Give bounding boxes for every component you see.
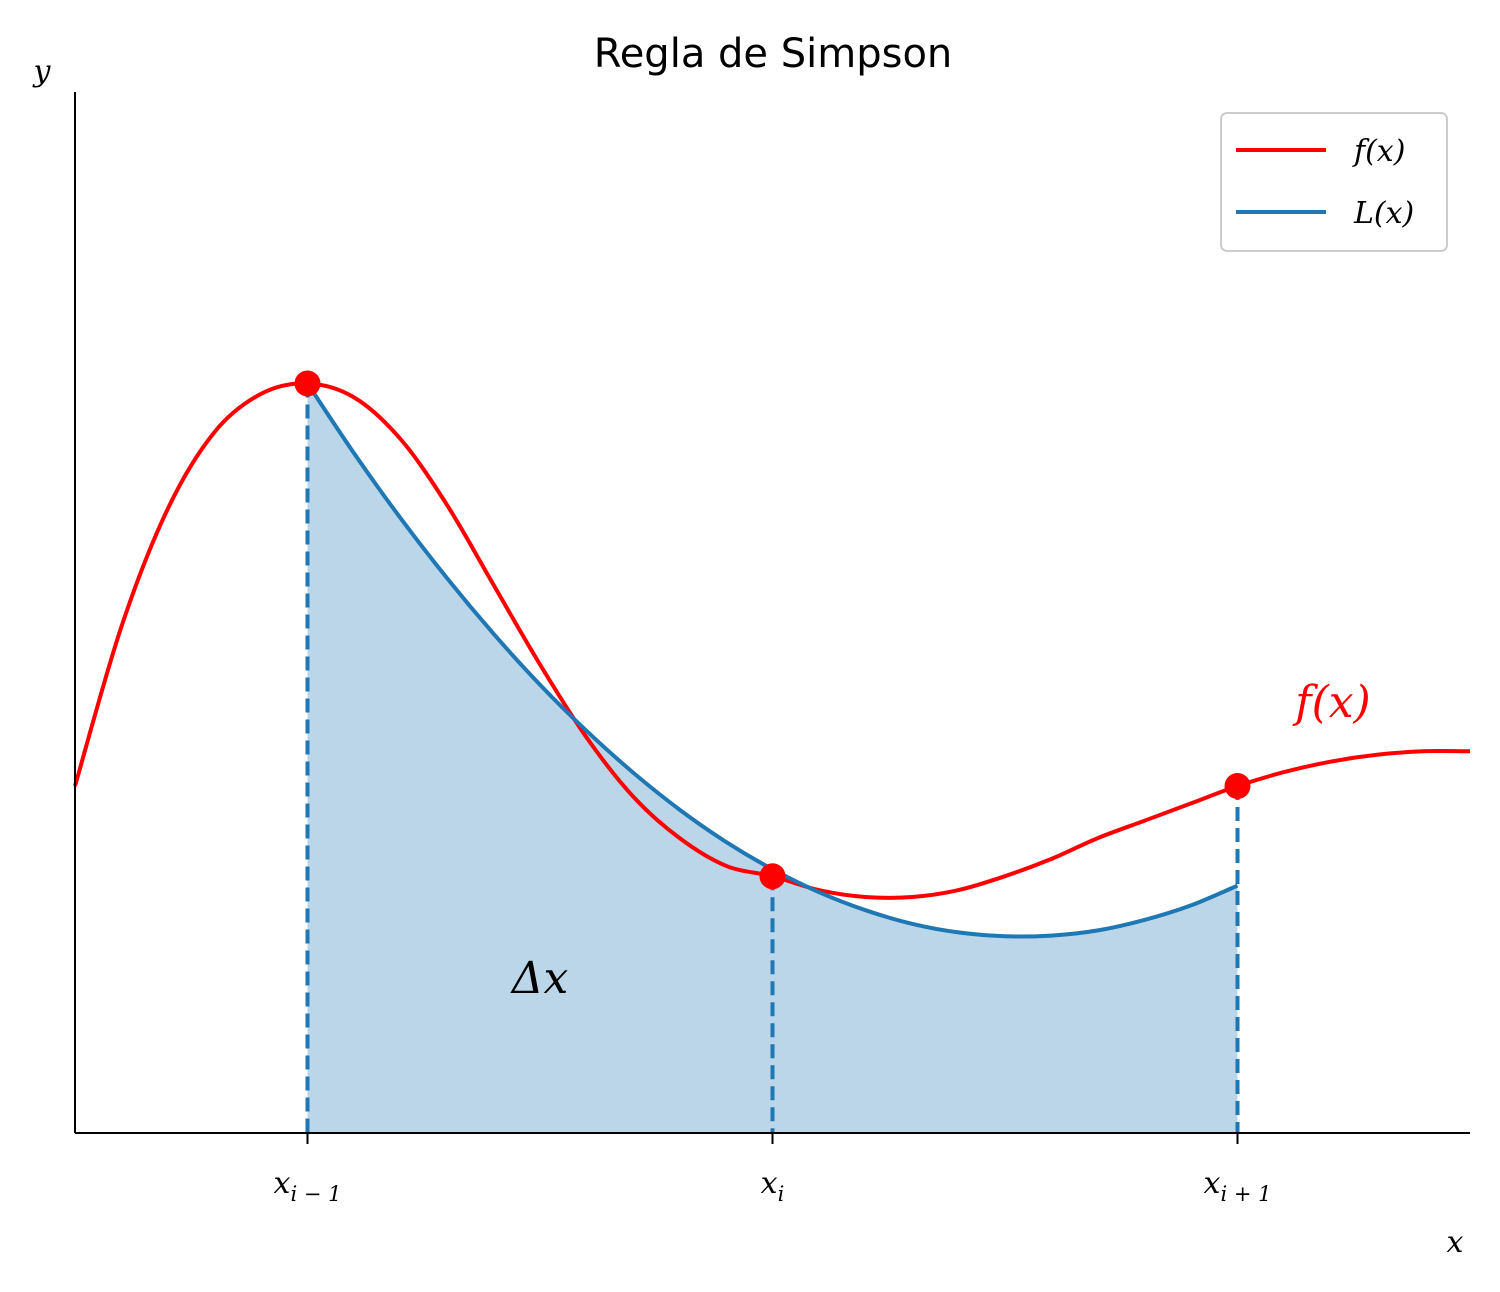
legend-label-L: L(x) (1353, 196, 1414, 231)
legend-frame (1220, 112, 1448, 252)
interval-label-delta-x: Δx (510, 953, 569, 1004)
legend: f(x) L(x) (1220, 112, 1448, 252)
chart-title: Regla de Simpson (594, 31, 953, 77)
x-tick-label: xi (761, 1166, 785, 1206)
node-point (1224, 773, 1251, 799)
series-line-L (305, 382, 1239, 939)
x-ticks: xi − 1 xi xi + 1 (274, 1133, 1272, 1206)
node-point (294, 370, 321, 397)
legend-label-f: f(x) (1352, 134, 1405, 169)
x-tick-label: xi − 1 (274, 1166, 342, 1206)
x-tick-label: xi + 1 (1204, 1166, 1272, 1206)
x-axis-label: x (1447, 1225, 1464, 1260)
node-point (759, 863, 786, 890)
area-under-interpolant (307, 383, 1238, 1133)
curve-label-f: f(x) (1292, 677, 1370, 728)
series-line-f (73, 381, 1471, 900)
node-guide-lines (305, 383, 1240, 1133)
node-points (294, 370, 1251, 890)
plot-area (73, 370, 1471, 1133)
y-axis-label: y (32, 54, 52, 89)
